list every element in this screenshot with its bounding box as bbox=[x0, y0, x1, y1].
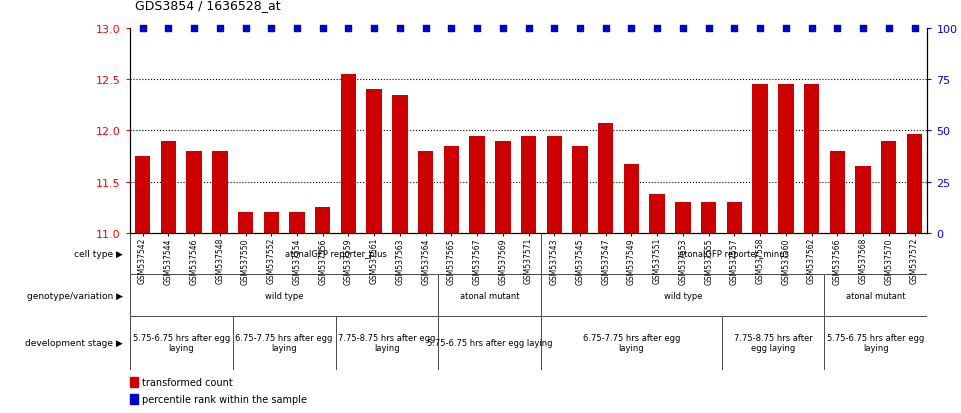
Text: 5.75-6.75 hrs after egg
laying: 5.75-6.75 hrs after egg laying bbox=[827, 333, 924, 352]
Bar bbox=[392, 95, 407, 233]
Bar bbox=[130, 394, 138, 404]
Bar bbox=[727, 203, 742, 233]
Point bbox=[341, 26, 357, 32]
Text: wild type: wild type bbox=[265, 291, 304, 300]
Point bbox=[315, 26, 331, 32]
Point bbox=[727, 26, 742, 32]
Text: 7.75-8.75 hrs after
egg laying: 7.75-8.75 hrs after egg laying bbox=[733, 333, 812, 352]
Bar bbox=[650, 195, 665, 233]
Bar bbox=[444, 147, 459, 233]
Text: 5.75-6.75 hrs after egg
laying: 5.75-6.75 hrs after egg laying bbox=[133, 333, 230, 352]
Text: 7.75-8.75 hrs after egg
laying: 7.75-8.75 hrs after egg laying bbox=[338, 333, 435, 352]
Point bbox=[573, 26, 588, 32]
Text: atonal mutant: atonal mutant bbox=[460, 291, 520, 300]
Bar bbox=[803, 85, 820, 233]
Bar bbox=[160, 141, 176, 233]
Point bbox=[547, 26, 562, 32]
Bar bbox=[341, 75, 357, 233]
Text: wild type: wild type bbox=[664, 291, 702, 300]
Text: GDS3854 / 1636528_at: GDS3854 / 1636528_at bbox=[135, 0, 281, 12]
Bar bbox=[186, 152, 202, 233]
Bar bbox=[366, 90, 382, 233]
Point bbox=[160, 26, 176, 32]
Point bbox=[650, 26, 665, 32]
Point bbox=[907, 26, 923, 32]
Bar bbox=[573, 147, 588, 233]
Bar bbox=[418, 152, 433, 233]
Text: 6.75-7.75 hrs after egg
laying: 6.75-7.75 hrs after egg laying bbox=[235, 333, 333, 352]
Point bbox=[598, 26, 613, 32]
Bar bbox=[521, 136, 536, 233]
Bar bbox=[881, 141, 897, 233]
Text: atonalGFP reporter_plus: atonalGFP reporter_plus bbox=[284, 249, 386, 259]
Bar bbox=[855, 167, 871, 233]
Text: transformed count: transformed count bbox=[141, 377, 233, 387]
Point bbox=[752, 26, 768, 32]
Point bbox=[237, 26, 253, 32]
Point bbox=[701, 26, 716, 32]
Text: percentile rank within the sample: percentile rank within the sample bbox=[141, 394, 307, 404]
Bar bbox=[547, 136, 562, 233]
Text: atonal mutant: atonal mutant bbox=[846, 291, 905, 300]
Bar bbox=[829, 152, 845, 233]
Text: cell type ▶: cell type ▶ bbox=[74, 249, 123, 259]
Point bbox=[804, 26, 820, 32]
Point bbox=[676, 26, 691, 32]
Point bbox=[366, 26, 382, 32]
Point bbox=[778, 26, 794, 32]
Point bbox=[469, 26, 484, 32]
Bar bbox=[624, 165, 639, 233]
Point bbox=[624, 26, 639, 32]
Text: 6.75-7.75 hrs after egg
laying: 6.75-7.75 hrs after egg laying bbox=[582, 333, 680, 352]
Bar bbox=[130, 377, 138, 387]
Bar bbox=[212, 152, 228, 233]
Point bbox=[263, 26, 279, 32]
Text: development stage ▶: development stage ▶ bbox=[25, 338, 123, 347]
Point bbox=[495, 26, 510, 32]
Bar bbox=[598, 124, 613, 233]
Bar bbox=[289, 213, 305, 233]
Bar bbox=[263, 213, 279, 233]
Point bbox=[829, 26, 845, 32]
Text: 5.75-6.75 hrs after egg laying: 5.75-6.75 hrs after egg laying bbox=[428, 338, 553, 347]
Text: atonalGFP reporter_minus: atonalGFP reporter_minus bbox=[679, 249, 789, 259]
Point bbox=[855, 26, 871, 32]
Point bbox=[881, 26, 897, 32]
Bar bbox=[495, 141, 510, 233]
Bar bbox=[778, 85, 794, 233]
Bar bbox=[676, 203, 691, 233]
Point bbox=[135, 26, 150, 32]
Bar bbox=[315, 208, 331, 233]
Text: genotype/variation ▶: genotype/variation ▶ bbox=[27, 291, 123, 300]
Bar bbox=[907, 134, 923, 233]
Point bbox=[392, 26, 407, 32]
Point bbox=[418, 26, 433, 32]
Bar bbox=[469, 136, 484, 233]
Point bbox=[186, 26, 202, 32]
Point bbox=[289, 26, 305, 32]
Bar bbox=[135, 157, 150, 233]
Bar bbox=[701, 203, 716, 233]
Point bbox=[444, 26, 459, 32]
Bar bbox=[237, 213, 254, 233]
Point bbox=[212, 26, 228, 32]
Bar bbox=[752, 85, 768, 233]
Point bbox=[521, 26, 536, 32]
